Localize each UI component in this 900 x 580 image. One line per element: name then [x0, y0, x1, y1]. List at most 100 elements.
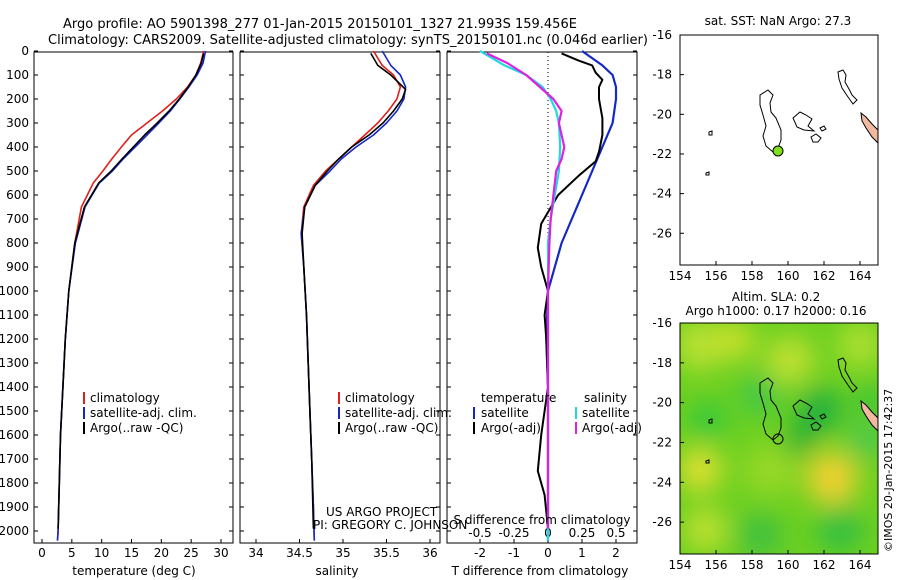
depth-tick-label: 2000 [0, 524, 29, 538]
sla-map-lon-tick-label: 160 [777, 558, 800, 572]
new-caledonia-outline [837, 69, 858, 105]
sla-map-lon-tick-label: 158 [741, 558, 764, 572]
t-difference-tick-label: -1 [508, 546, 520, 560]
depth-tick-label: 300 [6, 116, 29, 130]
depth-tick-label: 1700 [0, 452, 29, 466]
legend-label-s-argo: Argo(-adj) [582, 421, 642, 435]
sla-blob [740, 375, 780, 415]
sla-blob [798, 388, 842, 432]
salinity-tick-label: 34 [248, 546, 263, 560]
sla-map-lon-tick-label: 162 [813, 558, 836, 572]
reef-fragment-4 [705, 171, 710, 176]
sla-map-axes: 154 156 158 160 162 164 -16 -18 -20 -22 -24 -26 [652, 316, 871, 572]
t-difference-axis-label: T difference from climatology [451, 564, 629, 578]
salinity-axis-label: salinity [315, 564, 358, 578]
depth-tick-label: 200 [6, 92, 29, 106]
sst-map-lon-tick-label: 158 [741, 269, 764, 283]
reef-fragment-4 [705, 459, 710, 464]
depth-tick-label: 1500 [0, 404, 29, 418]
reef-fragment-1 [819, 413, 827, 420]
sla-map-frame [679, 322, 879, 555]
legend-group-salinity: salinity [584, 391, 627, 405]
argo-float-marker [772, 433, 784, 445]
temperature-series [56, 50, 207, 541]
salinity-x-axis: 34 34.5 35 35.5 36 [248, 539, 438, 560]
argo-float-marker [772, 145, 784, 157]
sla-map-lat-tick-label: -22 [652, 435, 672, 449]
depth-tick-label: 1400 [0, 380, 29, 394]
sst-map-lat-tick-label: -22 [652, 147, 672, 161]
depth-tick-label: 400 [6, 140, 29, 154]
sla-blob [806, 452, 858, 504]
reef-fragment-2 [810, 421, 822, 431]
sst-map-lat-tick-label: -20 [652, 107, 672, 121]
sst-map-lon-tick-label: 162 [813, 269, 836, 283]
salinity-line-satellite-adj-clim [300, 50, 407, 541]
bellona-reefs-outline [792, 399, 816, 420]
legend-label-climatology: climatology [345, 391, 415, 405]
difference-panel-frame [446, 51, 638, 544]
sst-map-lat-tick-label: -24 [652, 187, 672, 201]
sst-map-lon-tick-label: 160 [777, 269, 800, 283]
temperature-line-satellite-adj-clim [56, 50, 207, 541]
depth-tick-label: 1300 [0, 356, 29, 370]
sst-map-axes: 154 156 158 160 162 164 -16 -18 -20 -22 -24 -26 [652, 28, 871, 283]
sla-map-coastlines [705, 357, 858, 464]
legend-label-satellite: satellite-adj. clim. [90, 406, 197, 420]
temperature-tick-label: 15 [124, 546, 139, 560]
temperature-legend: climatology satellite-adj. clim. Argo(..… [83, 391, 197, 435]
sla-map-title: Altim. SLA: 0.2 [732, 290, 820, 304]
sst-map-lat-tick-label: -16 [652, 28, 672, 42]
temperature-tick-label: 5 [68, 546, 76, 560]
project-annotation: US ARGO PROJECT [326, 505, 438, 519]
reef-fragment-2 [810, 133, 822, 143]
temperature-tick-label: 30 [213, 546, 228, 560]
legend-label-t-satellite: satellite [481, 406, 529, 420]
salinity-panel-frame [239, 51, 441, 544]
reef-fragment-3 [708, 418, 713, 424]
sst-map-lon-tick-label: 156 [705, 269, 728, 283]
depth-tick-label: 700 [6, 212, 29, 226]
temperature-x-axis: 0 5 10 15 20 25 30 [38, 539, 229, 560]
difference-line-temperature-satellite [545, 50, 618, 541]
temperature-tick-label: 10 [94, 546, 109, 560]
legend-label-satellite: satellite-adj. clim. [345, 406, 452, 420]
sla-map-lat-tick-label: -16 [652, 316, 672, 330]
depth-tick-label: 1100 [0, 308, 29, 322]
difference-line-salinity-argo-adj [486, 52, 566, 529]
difference-series [479, 50, 618, 541]
sst-map-coastlines [705, 69, 858, 176]
salinity-tick-label: 35 [335, 546, 350, 560]
sst-map-lat-tick-label: -26 [652, 226, 672, 240]
legend-label-argo: Argo(..raw -QC) [90, 421, 183, 435]
new-caledonia-outline [837, 357, 858, 393]
sla-blob [715, 323, 755, 360]
salinity-tick-label: 36 [422, 546, 437, 560]
s-difference-tick-label: 0.5 [606, 526, 625, 540]
sla-blob [838, 323, 878, 367]
t-difference-tick-label: 0 [544, 546, 552, 560]
difference-line-temperature-argo-adj [536, 52, 604, 529]
salinity-series [300, 50, 407, 541]
salinity-legend: climatology satellite-adj. clim. Argo(..… [338, 391, 452, 435]
depth-tick-label: 1600 [0, 428, 29, 442]
reef-fragment-3 [708, 130, 713, 136]
depth-tick-label: 1800 [0, 476, 29, 490]
depth-tick-label: 500 [6, 164, 29, 178]
sla-map-subtitle: Argo h1000: 0.17 h2000: 0.16 [686, 304, 867, 318]
temperature-axis-label: temperature (deg C) [72, 564, 195, 578]
chesterfield-reefs-outline [759, 89, 782, 153]
depth-tick-label: 1900 [0, 500, 29, 514]
difference-legend: temperature salinity satellite Argo(-adj… [473, 391, 642, 435]
sla-map-lat-tick-label: -18 [652, 356, 672, 370]
t-difference-tick-label: -2 [474, 546, 486, 560]
sla-blob [786, 426, 814, 454]
legend-group-temperature: temperature [481, 391, 556, 405]
sla-blob [680, 323, 726, 371]
temperature-line-argo-raw-qc [57, 53, 205, 529]
depth-tick-label: 100 [6, 68, 29, 82]
s-difference-axis-label: S difference from climatology [454, 513, 631, 527]
chesterfield-reefs-outline [759, 377, 782, 441]
temperature-tick-label: 20 [154, 546, 169, 560]
